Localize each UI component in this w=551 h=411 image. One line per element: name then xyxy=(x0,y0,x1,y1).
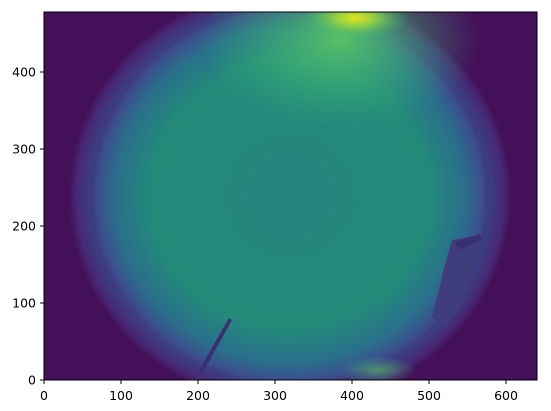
bright-glow-region xyxy=(200,12,480,130)
obstruction-bracket xyxy=(455,234,482,250)
y-tick-label: 100 xyxy=(12,296,36,311)
axes-frame xyxy=(43,11,538,381)
x-tick-label: 500 xyxy=(417,388,441,403)
sky-image xyxy=(44,12,537,380)
bottom-glow xyxy=(338,356,418,380)
x-tick-label: 600 xyxy=(494,388,518,403)
x-tick-label: 0 xyxy=(40,388,48,403)
x-tick-label: 300 xyxy=(263,388,287,403)
y-tick-label: 200 xyxy=(12,219,36,234)
y-tick-label: 0 xyxy=(28,373,36,388)
x-tick-label: 200 xyxy=(186,388,210,403)
x-axis: 0 100 200 300 400 500 600 xyxy=(40,380,518,403)
x-tick-label: 100 xyxy=(109,388,133,403)
y-tick-label: 400 xyxy=(12,65,36,80)
obstruction-pole xyxy=(198,318,232,374)
x-tick-label: 400 xyxy=(340,388,364,403)
sun-brightness-patch xyxy=(300,12,410,40)
y-tick-label: 300 xyxy=(12,142,36,157)
y-axis: 0 100 200 300 400 xyxy=(12,65,44,388)
obstruction-right xyxy=(432,236,480,326)
